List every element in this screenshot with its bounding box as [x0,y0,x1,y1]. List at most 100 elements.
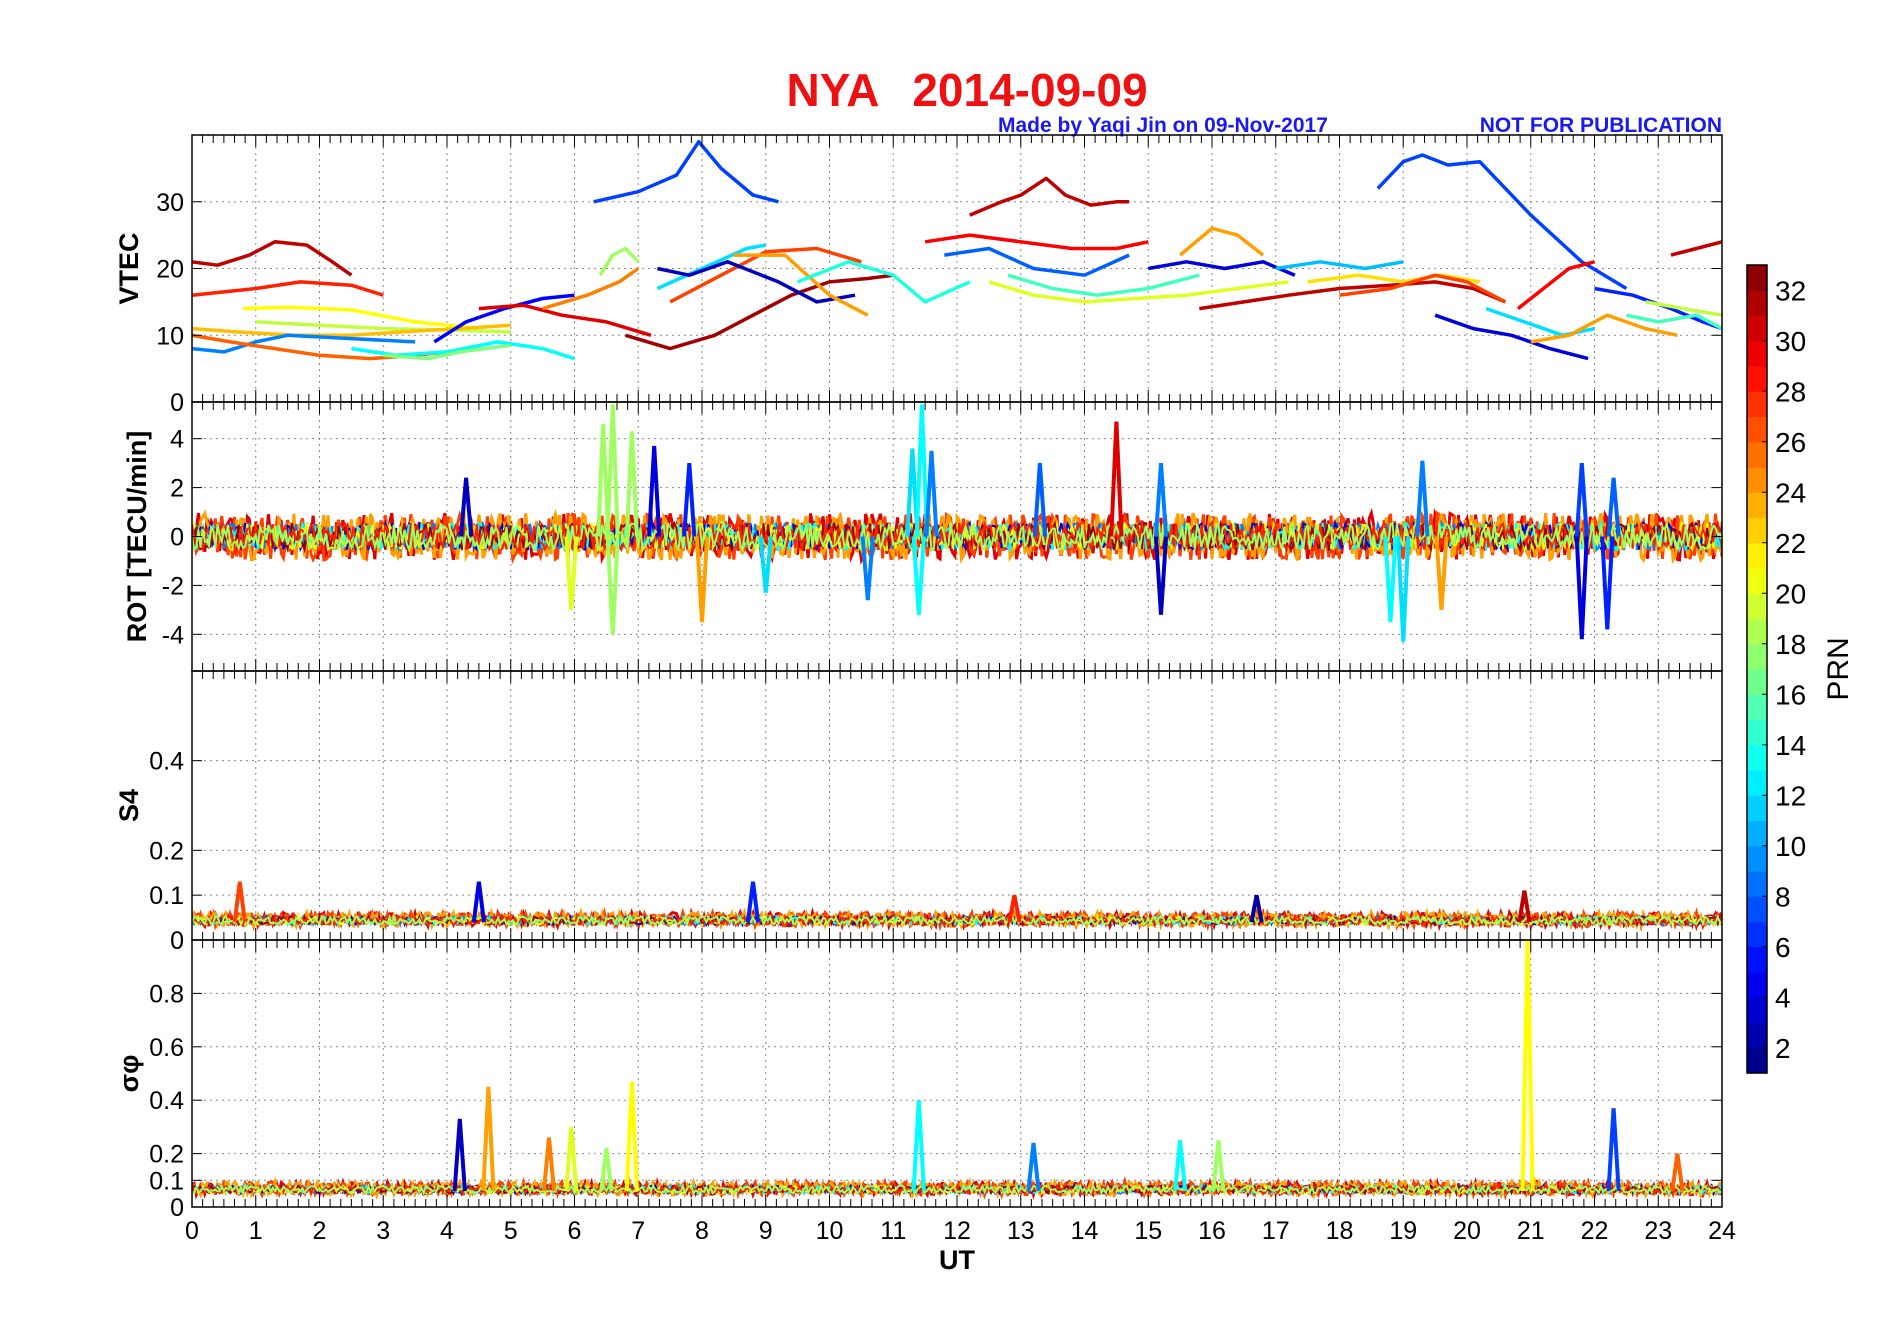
colorbar-band [1747,921,1767,948]
s4-spike [1007,894,1022,923]
vtec-series-line [944,246,1130,277]
sigma_phi-xtick-label: 8 [695,1217,709,1245]
sigma_phi-xtick-label: 22 [1581,1217,1609,1245]
colorbar-band [1747,467,1767,493]
colorbar-tick-label: 10 [1775,831,1806,862]
sigma_phi-spike [1670,1153,1685,1192]
vtec-series-line [192,323,511,338]
rot-noise-series [192,519,1722,554]
vtec-series-line [1594,286,1722,331]
vtec-series-line [192,280,384,297]
rot-spike [1600,536,1615,630]
vtec-data [192,139,1722,361]
rot-spike [1434,536,1449,611]
colorbar-band [1747,492,1767,519]
vtec-series-line [598,246,640,277]
rot-spike [682,462,697,537]
sigma_phi-ylabel: σφ [114,1055,144,1093]
sigma_phi-xtick-label: 6 [568,1217,582,1245]
vtec-series-line [192,333,416,354]
colorbar-band [1747,972,1767,998]
colorbar-band [1747,669,1767,695]
sigma_phi-xtick-label: 20 [1453,1217,1481,1245]
sigma_phi-xtick-label: 19 [1389,1217,1417,1245]
colorbar-tick-label: 22 [1775,528,1806,559]
sigma_phi-noise-series [192,1182,1722,1197]
s4-ylabel: S4 [114,789,144,822]
vtec-series-line [1307,273,1481,284]
rot-spike [605,536,620,635]
vtec-series-line [1199,280,1506,311]
colorbar-band [1747,1047,1767,1074]
sigma_phi-spike [564,1126,579,1192]
sigma_phi-spike [624,1081,639,1192]
colorbar-frame [1746,264,1768,1074]
sigma_phi-spike [481,1086,496,1192]
vtec-series-line [1626,313,1722,331]
vtec-series-line [1645,300,1722,317]
rot-ytick-label: -4 [162,621,184,649]
s4-spike [1249,894,1264,923]
s4-ytick-label: 0 [170,927,184,955]
rot-spike [905,448,920,537]
rot-spike [647,445,662,537]
colorbar-tick-label: 20 [1775,578,1806,609]
chart-title-station: NYA [787,64,880,116]
colorbar-band [1747,744,1767,771]
sigma_phi-spike [599,1148,614,1192]
sigma_phi-xtick-label: 11 [880,1217,906,1245]
panel-vtec: 0 10 20 30 VTEC [114,134,1723,417]
sigma_phi-xtick-label: 4 [440,1217,454,1245]
rot-spike [694,536,710,623]
vtec-series-line [796,260,971,304]
vtec-ytick-label: 0 [170,389,184,417]
colorbar-band [1747,997,1767,1024]
vtec-series-line [1670,240,1722,257]
vtec-series-line [478,303,652,337]
rot-spike [758,536,773,593]
rot-spike [1153,536,1169,615]
vtec-series-line [669,246,862,304]
sigma_phi-ytick-label: 0.4 [149,1087,184,1115]
colorbar-band [1747,290,1767,317]
s4-spike [745,881,761,923]
sigma_phi-xtick-label: 13 [1007,1217,1035,1245]
colorbar-band [1747,391,1767,418]
vtec-series-line [1376,153,1628,291]
colorbar-tick-label: 24 [1775,477,1806,508]
rot-ytick-label: 4 [170,426,184,454]
sigma_phi-xtick-label: 9 [759,1217,773,1245]
sigma_phi-data [192,940,1722,1201]
sigma_phi-xtick-label: 17 [1262,1217,1290,1245]
vtec-series-line [1275,260,1404,271]
rot-spike [624,431,639,537]
sigma_phi-xtick-label: 2 [313,1217,327,1245]
colorbar-band [1747,542,1767,569]
vtec-ylabel: VTEC [114,232,144,304]
s4-ytick-label: 0.4 [149,748,184,776]
colorbar-band [1747,340,1767,367]
vtec-series-line [924,233,1149,251]
sigma_phi-xtick-label: 24 [1708,1217,1736,1245]
colorbar-tick-label: 32 [1775,275,1806,306]
vtec-series-line [383,343,512,361]
sigma_phi-xtick-label: 12 [943,1217,971,1245]
vtec-series-line [1530,313,1678,344]
s4-data [192,881,1722,932]
sigma_phi-xtick-label: 5 [504,1217,518,1245]
colorbar-band [1747,593,1767,620]
colorbar-band [1747,618,1767,645]
colorbar-tick-label: 8 [1775,881,1791,912]
rot-spike [1396,536,1411,642]
vtec-series-line [192,240,353,277]
sigma_phi-xtick-label: 0 [185,1217,199,1245]
sigma_phi-ytick-label: 0.2 [149,1141,184,1169]
colorbar-band [1747,946,1767,973]
colorbar-band [1747,416,1767,443]
rot-ytick-label: 2 [170,475,184,503]
sigma_phi-spike [1173,1140,1188,1192]
chart-title-date: 2014-09-09 [912,64,1147,116]
vtec-series-line [657,260,856,304]
sigma_phi-xtick-label: 15 [1134,1217,1162,1245]
